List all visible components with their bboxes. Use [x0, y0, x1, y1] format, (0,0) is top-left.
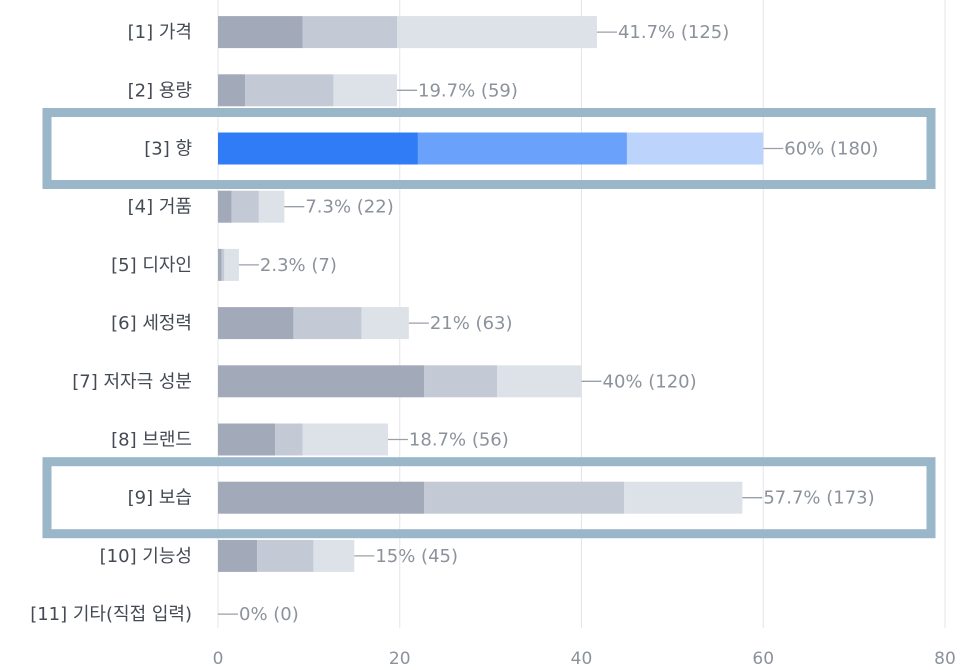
bar-segment	[424, 365, 497, 398]
value-label: 57.7% (173)	[763, 488, 874, 509]
value-label: 7.3% (22)	[305, 197, 393, 218]
bar-segment	[397, 16, 597, 49]
bar-segment	[417, 132, 627, 165]
bar-segment	[218, 539, 258, 572]
category-label: [9] 보습	[128, 488, 192, 509]
bar-segment	[424, 481, 625, 514]
value-label: 2.3% (7)	[260, 255, 337, 276]
x-tick-label: 0	[213, 649, 224, 669]
bar-segment	[224, 248, 239, 281]
bar-segment	[293, 307, 362, 340]
category-label: [8] 브랜드	[111, 430, 192, 451]
value-label: 21% (63)	[430, 313, 513, 334]
bar-segment	[302, 423, 388, 456]
value-label: 40% (120)	[603, 371, 697, 392]
x-tick-label: 20	[389, 649, 411, 669]
category-label: [7] 저자극 성분	[72, 371, 192, 392]
bar-segment	[313, 539, 355, 572]
category-label: [2] 용량	[128, 80, 192, 101]
category-label: [11] 기타(직접 입력)	[30, 604, 192, 625]
x-tick-label: 40	[571, 649, 593, 669]
value-label: 19.7% (59)	[418, 80, 518, 101]
bar-segment	[257, 539, 314, 572]
bar-segment	[496, 365, 582, 398]
gridlines	[217, 0, 946, 628]
bar-segment	[333, 74, 398, 107]
bar-segment	[218, 190, 232, 223]
category-label: [3] 향	[144, 139, 192, 160]
bar-segment	[218, 481, 425, 514]
bar-segment	[245, 74, 334, 107]
bar-segment	[218, 423, 276, 456]
value-label: 18.7% (56)	[409, 430, 509, 451]
bar-segment	[361, 307, 409, 340]
category-label: [4] 거품	[128, 197, 192, 218]
bar-segment	[626, 132, 764, 165]
bar-segment	[218, 365, 425, 398]
category-label: [1] 가격	[128, 22, 192, 43]
bar-segment	[218, 16, 303, 49]
category-label: [5] 디자인	[111, 255, 192, 276]
highlight-frames	[42, 108, 936, 539]
value-label: 15% (45)	[375, 546, 458, 567]
bar-segment	[302, 16, 398, 49]
bar-segment	[218, 74, 246, 107]
bar-segment	[221, 248, 225, 281]
bar-segment	[218, 248, 222, 281]
bar-segment	[218, 132, 418, 165]
bar-segment	[258, 190, 285, 223]
highlight-frame	[42, 108, 936, 189]
highlight-frame	[42, 457, 936, 539]
category-label: [10] 기능성	[100, 546, 192, 567]
bar-segment	[624, 481, 743, 514]
value-label: 60% (180)	[784, 139, 878, 160]
category-label: [6] 세정력	[111, 313, 192, 334]
x-tick-label: 80	[934, 649, 956, 669]
bars	[218, 16, 784, 615]
labels: 0 20 40 60 80 [1] 가격 41.7% (125) [2] 용량 19.7% (5…	[30, 22, 956, 669]
bar-segment	[275, 423, 303, 456]
value-label: 0% (0)	[239, 604, 299, 625]
bar-segment	[218, 307, 294, 340]
bar-segment	[231, 190, 259, 223]
x-tick-label: 60	[752, 649, 774, 669]
value-label: 41.7% (125)	[618, 22, 729, 43]
